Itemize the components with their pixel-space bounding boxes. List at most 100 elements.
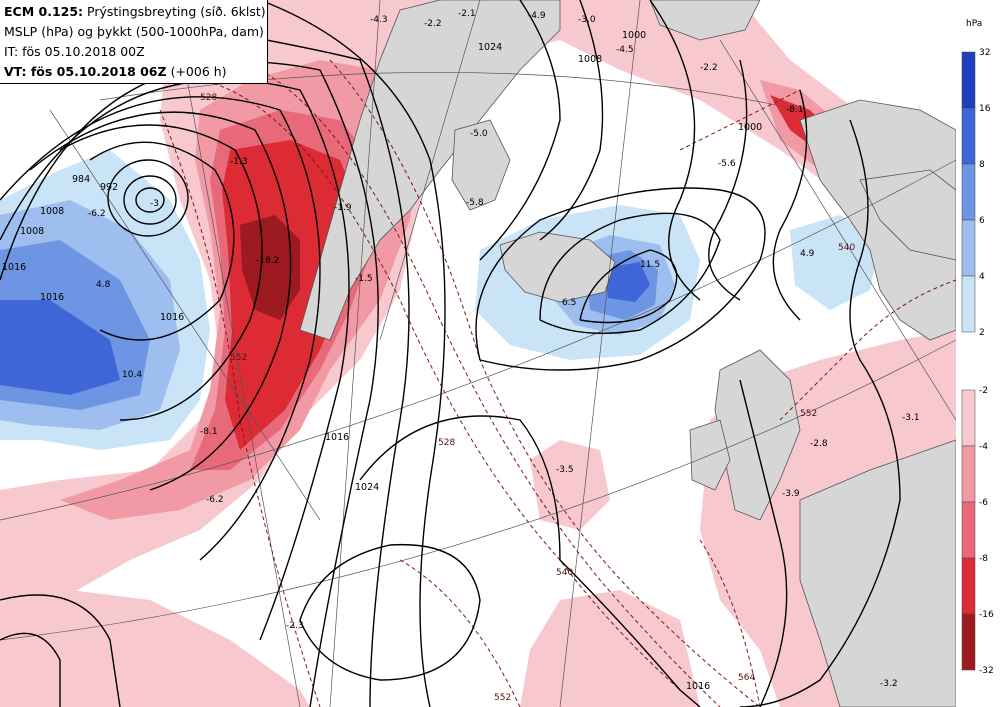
isobar-low-3	[29, 111, 292, 491]
parallel-3	[99, 71, 801, 111]
isobar-greenland-2	[539, 0, 604, 241]
isallobar-label: 4.8	[96, 280, 111, 290]
thickness-label: 528	[200, 93, 217, 103]
rise-core	[605, 262, 650, 302]
isobars	[0, 0, 901, 707]
fall-core	[240, 215, 300, 320]
isallobar-label: -3.5	[556, 465, 574, 475]
isobar-ne-4	[849, 119, 869, 361]
fall-tick-label: -2	[979, 386, 988, 396]
pressure-label: 1016	[325, 432, 349, 443]
isobar-low-8	[259, 0, 446, 707]
rise-swatch	[961, 275, 976, 333]
fall-tick-label: -6	[979, 498, 988, 508]
isallobar-label: -3.2	[880, 679, 898, 689]
low-center-isobar-1	[135, 187, 165, 213]
isallobar-label: -3.0	[578, 15, 596, 25]
isobar-low-4	[0, 96, 321, 561]
isallobar-label: -1.9	[334, 203, 352, 213]
fall-tick-label: -4	[979, 442, 988, 452]
fall-swatch	[961, 389, 976, 447]
title-line-3: IT: fös 05.10.2018 00Z	[4, 44, 145, 59]
isobar-1016-south	[359, 415, 701, 707]
isallobar-label: -3	[150, 199, 159, 209]
fall-tick-label: -32	[979, 666, 994, 676]
isallobar-label: -3.9	[782, 489, 800, 499]
rise-swatch	[961, 163, 976, 221]
pressure-label: 1016	[40, 292, 64, 303]
thickness-label: 552	[230, 353, 247, 363]
fall-swatch	[961, 557, 976, 615]
pressure-label: 1000	[622, 30, 646, 41]
pressure-label: 1008	[578, 54, 602, 65]
rise-swatch	[961, 107, 976, 165]
meridian-3	[329, 0, 381, 707]
pressure-label: 1008	[40, 206, 64, 217]
isallobar-label: -8.1	[200, 427, 218, 437]
isallobar-label: 11.5	[640, 260, 660, 270]
isallobar-label: -5.0	[470, 129, 488, 139]
isallobar-label: 4.9	[800, 249, 815, 259]
rise-tick-label: 16	[979, 104, 991, 114]
thickness-label: 564	[738, 673, 755, 683]
fall-tick-label: -8	[979, 554, 988, 564]
rise-tick-label: 32	[979, 48, 990, 58]
isallobar-label: -1.5	[355, 274, 373, 284]
isallobar-label: 10.4	[122, 370, 142, 380]
isallobar-label: -4.5	[616, 45, 634, 55]
isobar-ne-1	[649, 0, 701, 301]
isallobar-label: -2.2	[424, 19, 442, 29]
isallobar-label: -6.2	[88, 209, 106, 219]
fall-band-mid	[530, 440, 610, 530]
isobar-low-5	[0, 79, 350, 641]
thickness-label: 528	[438, 438, 455, 448]
isobar-low-1	[89, 141, 235, 341]
fall-swatch	[961, 501, 976, 559]
isallobar-label: 6.5	[562, 298, 576, 308]
title-line-4: VT: fös 05.10.2018 06Z (+006 h)	[4, 62, 267, 82]
isobar-greenland-1	[479, 0, 561, 261]
isallobar-label: -3.1	[902, 413, 920, 423]
thickness-line-6	[779, 279, 957, 421]
rise-swatch	[961, 219, 976, 277]
europe-land	[799, 439, 957, 707]
fall-tick-label: -16	[979, 610, 994, 620]
isobar-iceland-3	[579, 249, 678, 324]
thickness-line-7	[699, 539, 761, 707]
title-box: ECM 0.125: Prýstingsbreyting (síð. 6klst…	[0, 0, 268, 84]
rise-core-west	[0, 300, 120, 395]
land-masses	[299, 0, 957, 707]
pressure-label: 1024	[355, 482, 379, 493]
pressure-label: 1016	[160, 312, 184, 323]
isallobar-label: -1.3	[230, 157, 248, 167]
isobar-sw-1	[0, 632, 61, 707]
rise-tick-label: 8	[979, 160, 985, 170]
fall-swatch	[961, 613, 976, 671]
meridian-2	[179, 39, 301, 707]
pressure-label: 984	[72, 174, 90, 185]
isobar-sw-2	[0, 594, 121, 707]
valid-time: VT: fös 05.10.2018 06Z	[4, 64, 167, 79]
pressure-label: 992	[100, 182, 118, 193]
thickness-line-3	[329, 59, 761, 707]
isobar-east-ridge	[739, 379, 788, 707]
meridian-4	[559, 0, 641, 707]
pressure-label: 1008	[20, 226, 44, 237]
isallobar-labels: -4.3 -2.2 -2.1 -4.9 -3.0 -4.5 -2.2 -5.0 …	[88, 9, 920, 689]
isobar-low-6	[0, 61, 379, 707]
iceland-land	[499, 231, 616, 303]
rise-color-bar: 32 16 8 6 4 2	[961, 48, 991, 338]
rise-tick-label: 6	[979, 216, 985, 226]
low-center-isobar-2	[123, 175, 177, 225]
fall-band-south	[0, 590, 310, 707]
pressure-change-legend: hPa 32 16 8 6 4 2 -2 -4 -6 -8 -16 -32	[956, 0, 1000, 707]
meridian-6	[379, 0, 481, 341]
isobar-iceland-1	[475, 187, 766, 371]
isallobar-label: -2.2	[700, 63, 718, 73]
isallobar-label: -6.2	[206, 495, 224, 505]
isallobar-label: -18.2	[256, 256, 279, 266]
isobar-ne-3	[772, 89, 808, 321]
isallobar-label: -8.1	[786, 105, 804, 115]
pressure-label: 1024	[478, 42, 502, 53]
